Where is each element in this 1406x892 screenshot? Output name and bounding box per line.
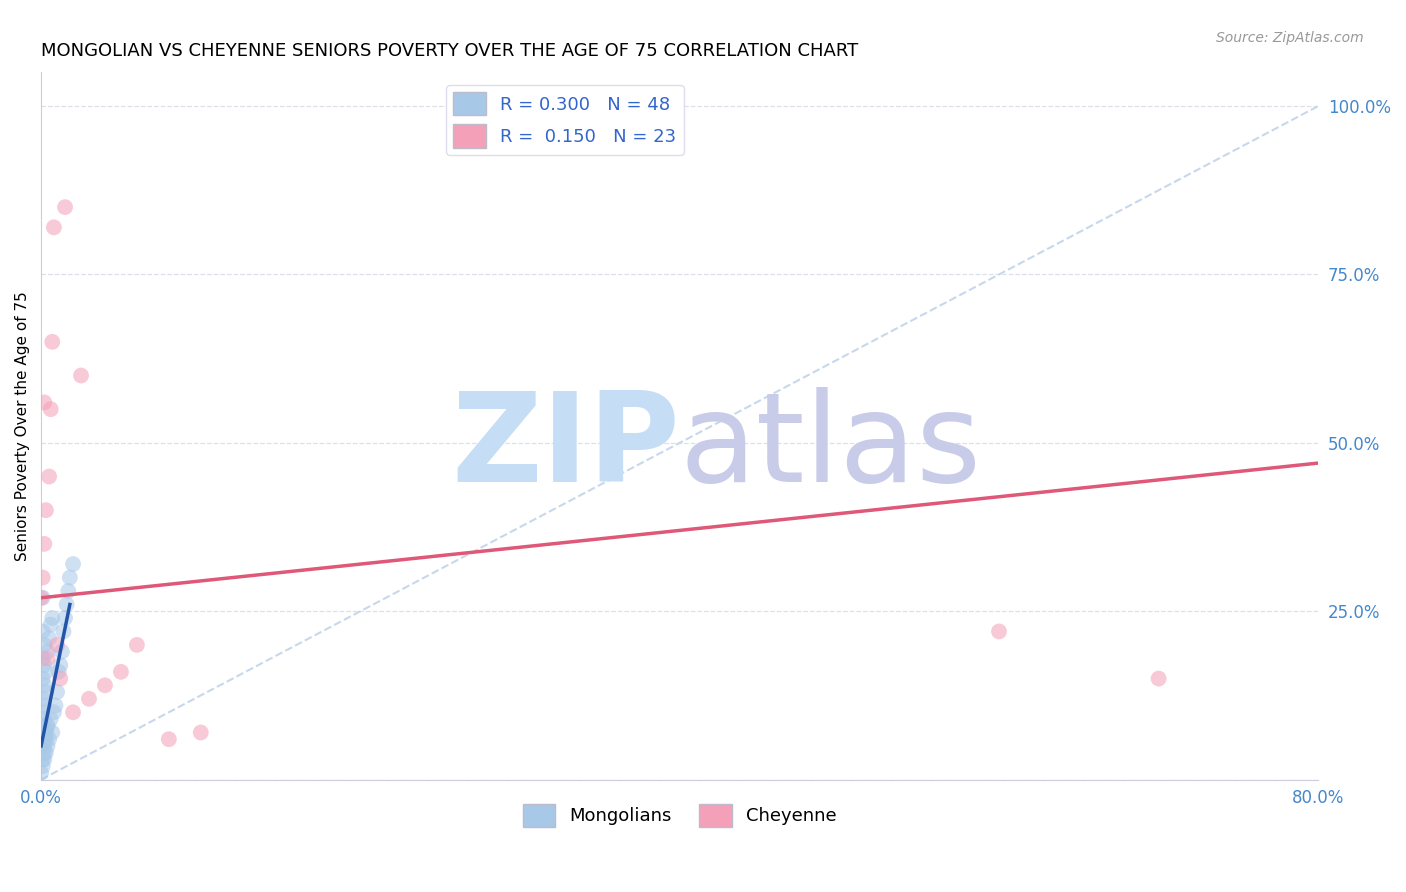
Point [34, 752, 56, 766]
Point [35, 746, 58, 760]
Point [38, 732, 60, 747]
Point [37, 719, 59, 733]
Point [34, 658, 56, 673]
Point [31, 752, 53, 766]
Point [34, 537, 56, 551]
Point [34, 678, 56, 692]
Point [38, 469, 60, 483]
Point [35, 725, 58, 739]
Point [30, 739, 52, 753]
Point [30, 591, 52, 605]
Point [37, 651, 59, 665]
Point [988, 624, 1011, 639]
Point [42, 705, 65, 719]
Text: ZIP: ZIP [451, 387, 679, 508]
Point [62, 705, 84, 719]
Text: MONGOLIAN VS CHEYENNE SENIORS POVERTY OVER THE AGE OF 75 CORRELATION CHART: MONGOLIAN VS CHEYENNE SENIORS POVERTY OV… [41, 42, 858, 60]
Legend: Mongolians, Cheyenne: Mongolians, Cheyenne [516, 797, 844, 834]
Point [34, 638, 56, 652]
Point [58, 584, 80, 599]
Point [39, 712, 62, 726]
Point [49, 672, 72, 686]
Point [94, 678, 117, 692]
Point [35, 732, 58, 747]
Point [31, 570, 53, 584]
Point [31, 651, 53, 665]
Point [31, 705, 53, 719]
Point [1147, 672, 1170, 686]
Point [53, 200, 76, 214]
Point [37, 645, 59, 659]
Point [41, 334, 63, 349]
Point [34, 712, 56, 726]
Point [37, 719, 59, 733]
Point [35, 725, 58, 739]
Point [53, 611, 76, 625]
Point [59, 570, 82, 584]
Point [52, 624, 75, 639]
Point [35, 503, 58, 517]
Point [34, 746, 56, 760]
Point [190, 725, 212, 739]
Point [34, 739, 56, 753]
Point [39, 402, 62, 417]
Y-axis label: Seniors Poverty Over the Age of 75: Seniors Poverty Over the Age of 75 [15, 291, 30, 561]
Point [41, 611, 63, 625]
Point [31, 672, 53, 686]
Point [31, 624, 53, 639]
Point [44, 698, 66, 713]
Point [157, 732, 180, 747]
Point [30, 765, 52, 780]
Point [34, 732, 56, 747]
Point [125, 638, 148, 652]
Text: atlas: atlas [679, 387, 981, 508]
Point [35, 665, 58, 679]
Point [41, 725, 63, 739]
Point [37, 739, 59, 753]
Point [110, 665, 132, 679]
Point [51, 645, 73, 659]
Point [49, 658, 72, 673]
Point [31, 719, 53, 733]
Point [46, 685, 69, 699]
Point [55, 598, 77, 612]
Point [48, 665, 70, 679]
Point [62, 557, 84, 571]
Point [34, 698, 56, 713]
Point [77, 691, 100, 706]
Point [70, 368, 93, 383]
Point [39, 617, 62, 632]
Point [31, 759, 53, 773]
Text: Source: ZipAtlas.com: Source: ZipAtlas.com [1216, 31, 1364, 45]
Point [34, 395, 56, 409]
Point [31, 691, 53, 706]
Point [35, 685, 58, 699]
Point [46, 638, 69, 652]
Point [31, 591, 53, 605]
Point [38, 631, 60, 645]
Point [42, 220, 65, 235]
